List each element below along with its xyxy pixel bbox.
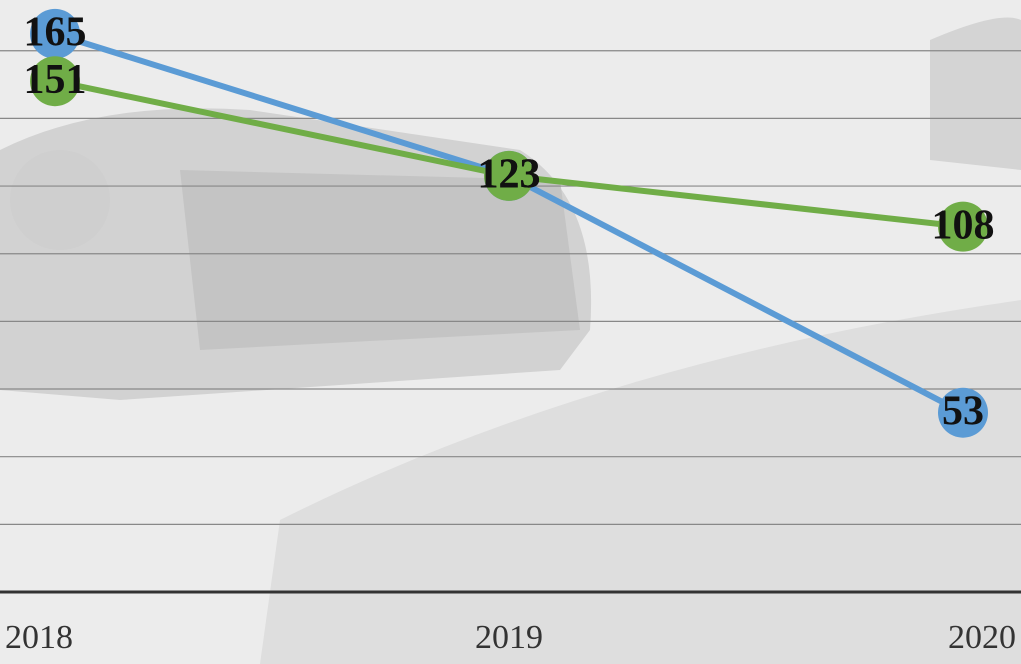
data-label: 123: [478, 152, 541, 198]
point: [484, 150, 534, 201]
point: [30, 8, 80, 59]
data-label: 165: [24, 9, 87, 55]
x-tick-label: 2020: [948, 619, 1016, 656]
point: [938, 387, 988, 438]
data-label: 53: [942, 388, 984, 434]
data-label: 151: [24, 57, 87, 103]
point: [30, 56, 80, 107]
x-tick-label: 2019: [475, 619, 543, 656]
data-label: 108: [932, 202, 995, 248]
data-label: 123: [478, 152, 541, 198]
point: [938, 201, 988, 252]
x-tick-label: 2018: [5, 619, 73, 656]
